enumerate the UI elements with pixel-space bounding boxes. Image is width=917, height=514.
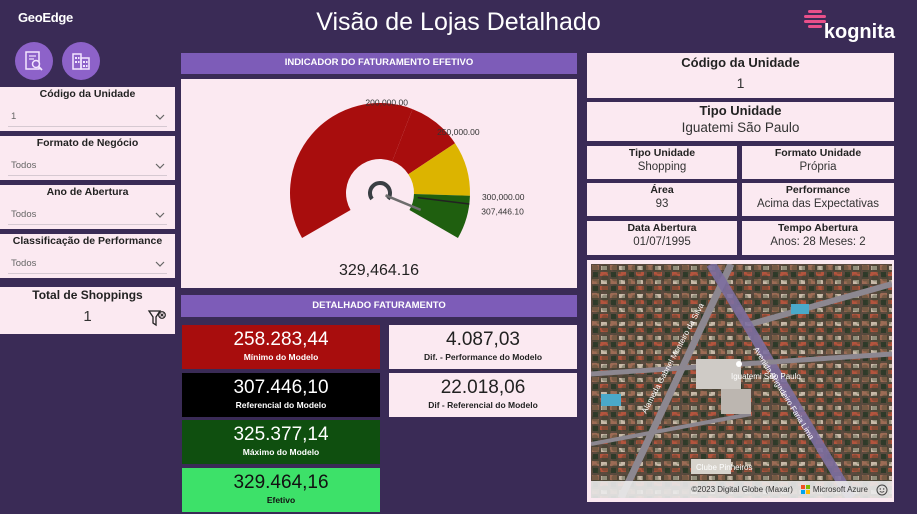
page-title: Visão de Lojas Detalhado <box>316 8 601 36</box>
gauge-chart: 200,000.00 250,000.00 300,000.00 307,446.10 <box>290 97 525 238</box>
kpi-caption: Mínimo do Modelo <box>243 352 319 362</box>
gauge-card: 200,000.00 250,000.00 300,000.00 307,446.10 <box>181 79 577 288</box>
card-value: Anos: 28 Meses: 2 <box>770 236 866 248</box>
card-title: Performance <box>785 184 851 196</box>
kpi-value: 258.283,44 <box>233 329 329 350</box>
card-value: 1 <box>736 75 745 91</box>
card-value: Iguatemi São Paulo <box>681 120 800 135</box>
kpi-value: 307.446,10 <box>233 377 329 398</box>
kpi-caption: Dif - Referencial do Modelo <box>428 400 538 410</box>
satellite-map[interactable]: Alameda Gabriel Monteiro da Silva Avenid… <box>591 264 892 498</box>
card-title: Tipo Unidade <box>699 103 782 118</box>
gauge-band-3 <box>409 194 470 238</box>
gauge-mark-label: 200,000.00 <box>365 97 408 107</box>
report-search-button[interactable] <box>15 42 53 80</box>
geoedge-logo: GeoEdge <box>18 10 73 25</box>
kognita-mark-icon <box>804 10 826 28</box>
clear-filter-icon[interactable] <box>147 308 167 328</box>
dif-performance-card: 4.087,03 Dif. - Performance do Modelo <box>389 325 577 369</box>
chevron-down-icon <box>155 114 165 120</box>
kpi-value: 325.377,14 <box>233 424 329 445</box>
chevron-down-icon <box>155 212 165 218</box>
filter-classificacao-performance: Classificação de Performance Todos <box>0 234 175 278</box>
card-title: Área <box>650 184 674 196</box>
detalhado-title: DETALHADO FATURAMENTO <box>181 295 577 317</box>
kpi-caption: Dif. - Performance do Modelo <box>423 352 543 362</box>
gauge-band-2 <box>408 143 470 196</box>
card-title: Formato Unidade <box>774 147 862 159</box>
card-title: Data Abertura <box>627 222 697 234</box>
card-title: Tipo Unidade <box>628 147 696 159</box>
chevron-down-icon <box>155 261 165 267</box>
map-place-label: Iguatemi São Paulo <box>731 372 801 381</box>
card-title: Tempo Abertura <box>778 222 858 234</box>
filter-ano-abertura: Ano de Abertura Todos <box>0 185 175 229</box>
map-place-label: Clube Pinheiros <box>696 463 752 472</box>
tempo-abertura-card: Tempo Abertura Anos: 28 Meses: 2 <box>742 221 894 255</box>
data-abertura-card: Data Abertura 01/07/1995 <box>587 221 737 255</box>
efetivo-card: 329.464,16 Efetivo <box>182 468 380 512</box>
card-value: 01/07/1995 <box>633 236 691 248</box>
microsoft-logo-icon <box>800 485 810 494</box>
gauge-band-0 <box>290 102 413 238</box>
filter-formato-negocio: Formato de Negócio Todos <box>0 136 175 180</box>
total-shoppings-card: Total de Shoppings 1 <box>0 287 175 334</box>
filter-label: Classificação de Performance <box>12 235 163 247</box>
filter-label: Código da Unidade <box>39 88 136 100</box>
gauge-band-1 <box>392 109 456 175</box>
map-provider: Microsoft Azure <box>800 485 868 494</box>
gauge-mark-label: 307,446.10 <box>481 206 524 216</box>
gauge-needle <box>385 194 422 212</box>
card-value: Acima das Expectativas <box>756 198 880 210</box>
dif-referencial-card: 22.018,06 Dif - Referencial do Modelo <box>389 373 577 417</box>
ano-abertura-dropdown[interactable]: Todos <box>8 205 167 225</box>
buildings-button[interactable] <box>62 42 100 80</box>
filter-label: Ano de Abertura <box>46 186 129 198</box>
performance-card: Performance Acima das Expectativas <box>742 183 894 216</box>
total-shoppings-label: Total de Shoppings <box>32 288 143 302</box>
gauge-center-symbol <box>368 181 392 201</box>
satellite-map-image: Alameda Gabriel Monteiro da Silva Avenid… <box>591 264 892 498</box>
report-search-icon <box>25 51 43 71</box>
map-attribution-text: ©2023 Digital Globe (Maxar) <box>691 485 793 494</box>
formato-unidade-card: Formato Unidade Própria <box>742 146 894 179</box>
buildings-icon <box>72 53 90 70</box>
minimo-modelo-card: 258.283,44 Mínimo do Modelo <box>182 325 380 369</box>
kognita-logo: kognita <box>795 10 895 46</box>
gauge-mark-label: 250,000.00 <box>437 127 480 137</box>
kpi-caption: Máximo do Modelo <box>242 447 320 457</box>
kpi-value: 4.087,03 <box>446 329 520 350</box>
gauge-target-line <box>417 196 470 205</box>
classificacao-performance-dropdown[interactable]: Todos <box>8 254 167 274</box>
kpi-value: 22.018,06 <box>440 377 526 398</box>
chevron-down-icon <box>155 163 165 169</box>
filter-label: Formato de Negócio <box>36 137 139 149</box>
tipo-unidade-big-card: Tipo Unidade Iguatemi São Paulo <box>587 102 894 141</box>
total-shoppings-value: 1 <box>83 308 92 325</box>
map-attribution: ©2023 Digital Globe (Maxar) Microsoft Az… <box>591 481 892 498</box>
referencial-modelo-card: 307.446,10 Referencial do Modelo <box>182 373 380 417</box>
card-title: Código da Unidade <box>681 55 800 70</box>
gauge-title: INDICADOR DO FATURAMENTO EFETIVO <box>181 53 577 74</box>
area-card: Área 93 <box>587 183 737 216</box>
codigo-unidade-dropdown[interactable]: 1 <box>8 107 167 127</box>
codigo-unidade-card: Código da Unidade 1 <box>587 53 894 98</box>
gauge-value: 329,464.16 <box>338 262 420 279</box>
tipo-unidade-card: Tipo Unidade Shopping <box>587 146 737 179</box>
kpi-caption: Efetivo <box>266 495 296 505</box>
formato-negocio-dropdown[interactable]: Todos <box>8 156 167 176</box>
maximo-modelo-card: 325.377,14 Máximo do Modelo <box>182 420 380 464</box>
card-value: Shopping <box>637 161 687 173</box>
gauge-hub <box>347 160 413 226</box>
kpi-caption: Referencial do Modelo <box>235 400 327 410</box>
gauge-mark-label: 300,000.00 <box>482 192 525 202</box>
map-pin-icon <box>736 361 742 367</box>
filter-codigo-unidade: Código da Unidade 1 <box>0 87 175 131</box>
kpi-value: 329.464,16 <box>233 472 329 493</box>
card-value: 93 <box>655 198 669 210</box>
card-value: Própria <box>799 161 837 173</box>
smiley-feedback-icon[interactable] <box>876 484 888 496</box>
